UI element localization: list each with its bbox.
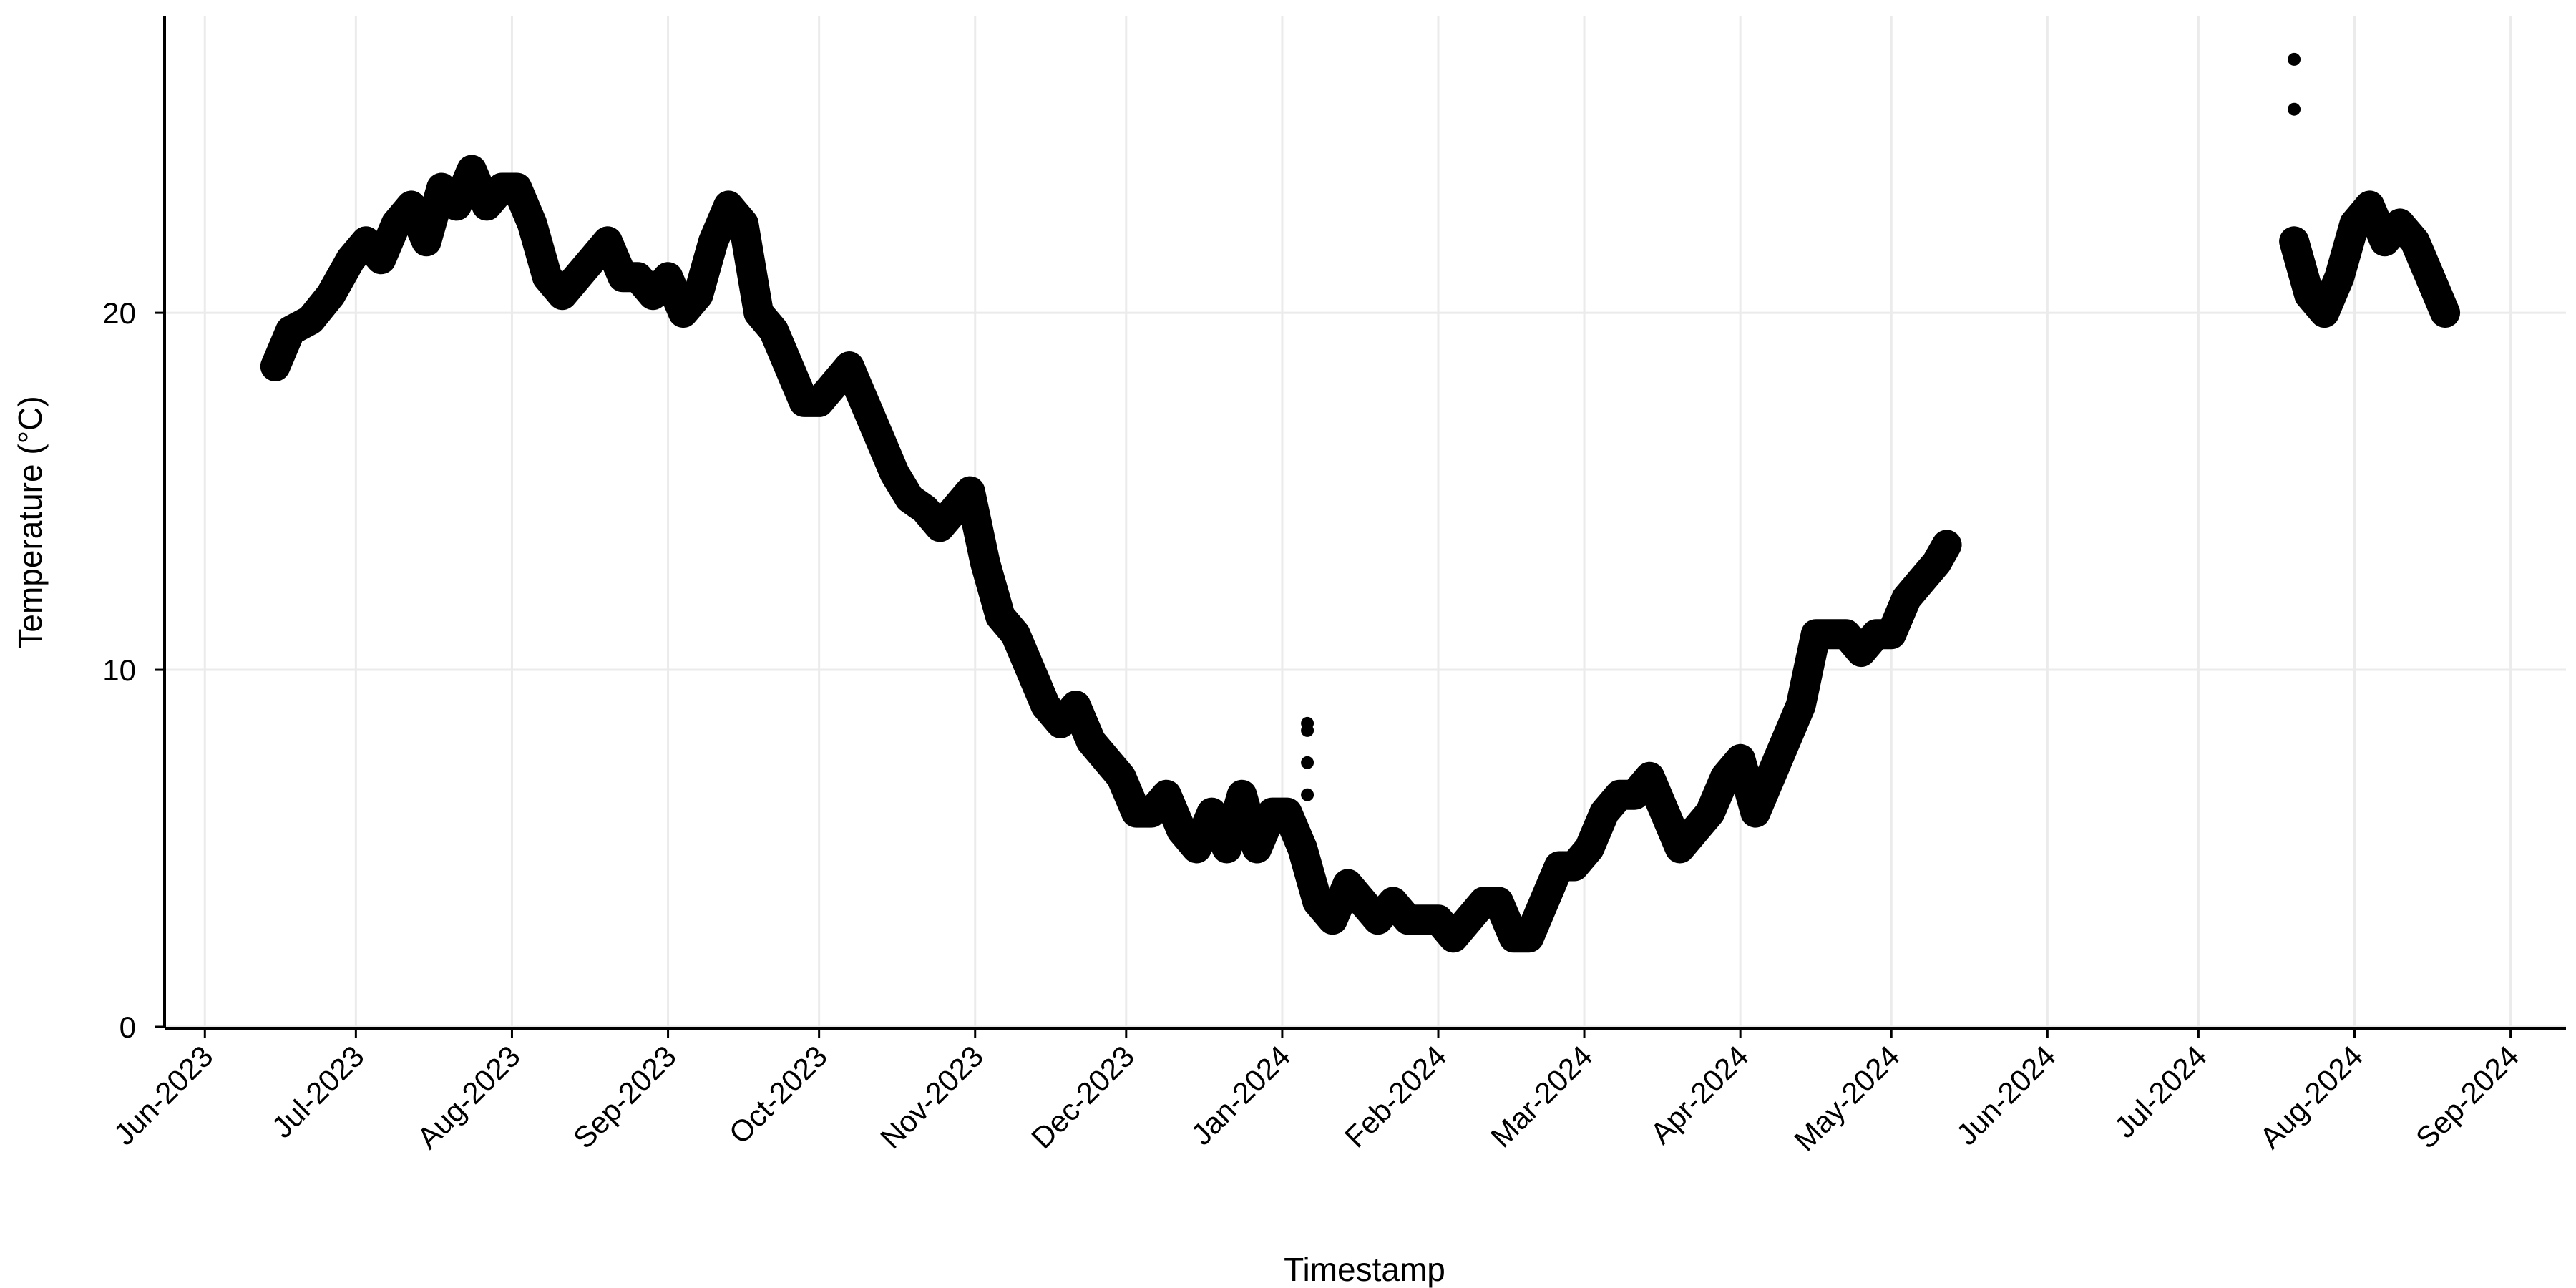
x-tick-label: Jun-2024 xyxy=(1950,1039,2062,1151)
x-tick-label: Sep-2023 xyxy=(567,1039,683,1155)
x-tick-label: Nov-2023 xyxy=(874,1039,990,1155)
x-tick-label: Mar-2024 xyxy=(1484,1039,1599,1153)
y-axis-label: Temperature (°C) xyxy=(11,396,49,648)
x-tick-label: Dec-2023 xyxy=(1025,1039,1141,1155)
x-tick-label: Jul-2023 xyxy=(265,1039,371,1144)
y-tick-label: 20 xyxy=(102,296,136,330)
x-tick-label: Feb-2024 xyxy=(1338,1039,1453,1153)
x-tick-label: May-2024 xyxy=(1787,1039,1906,1157)
x-tick-label: Apr-2024 xyxy=(1644,1039,1755,1150)
x-tick-label: Jun-2023 xyxy=(107,1039,220,1151)
x-tick-label: Jan-2024 xyxy=(1184,1039,1297,1151)
temperature-point xyxy=(1301,723,1314,737)
temperature-line xyxy=(260,155,1962,953)
y-tick-label: 0 xyxy=(119,1010,136,1044)
temperature-point xyxy=(1301,756,1314,769)
x-tick-label: Aug-2023 xyxy=(411,1039,527,1155)
temperature-point xyxy=(2288,52,2301,66)
temperature-line xyxy=(2279,190,2461,328)
temperature-point xyxy=(1301,788,1314,801)
x-axis-label: Timestamp xyxy=(1284,1251,1445,1288)
y-tick-label: 10 xyxy=(102,653,136,687)
x-tick-label: Jul-2024 xyxy=(2108,1039,2213,1144)
x-tick-label: Oct-2023 xyxy=(723,1039,834,1150)
x-tick-label: Sep-2024 xyxy=(2409,1039,2525,1155)
x-tick-label: Aug-2024 xyxy=(2253,1039,2369,1155)
temperature-point xyxy=(2288,102,2301,116)
